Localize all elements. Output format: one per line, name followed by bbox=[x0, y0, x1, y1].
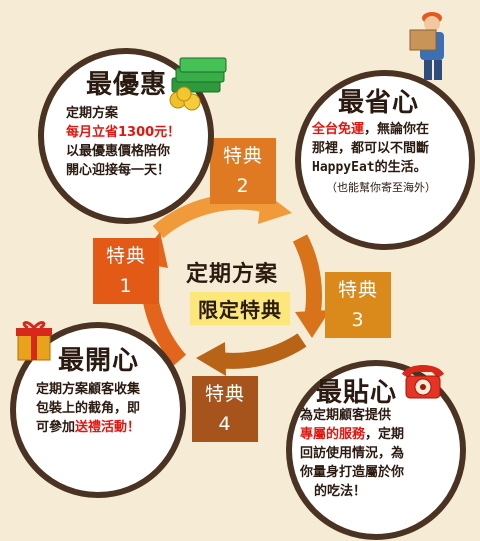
arrow-head-4 bbox=[196, 342, 226, 376]
perk-number: 4 bbox=[218, 413, 232, 435]
happiest-title: 最開心 bbox=[58, 346, 140, 376]
happiest-line3: 可參加送禮活動！ bbox=[36, 418, 140, 437]
best-deal-line3: 以最優惠價格陪你 bbox=[66, 144, 171, 159]
perk-label: 特典 bbox=[105, 245, 146, 267]
arrow-head-3 bbox=[295, 310, 330, 338]
closest-line4: 你量身打造屬於你 bbox=[300, 465, 405, 480]
perk-tag-2: 特典 2 bbox=[210, 138, 276, 204]
best-deal-line2: 每月立省1300元！ bbox=[66, 125, 181, 140]
perk-number: 2 bbox=[236, 175, 250, 197]
closest-line3: 回訪使用情況，為 bbox=[300, 446, 405, 461]
exclusive-service-highlight: 專屬的服務 bbox=[300, 427, 366, 442]
best-deal-line4: 開心迎接每一天！ bbox=[66, 163, 171, 178]
perk-tag-1: 特典 1 bbox=[93, 238, 159, 304]
arrow-arc-3 bbox=[292, 234, 322, 320]
save-effort-line2: 那裡，都可以不間斷 bbox=[312, 141, 430, 156]
save-effort-line1-rest: ，無論你在 bbox=[364, 122, 430, 137]
money-stack-icon bbox=[169, 57, 227, 111]
center-subtitle: 限定特典 bbox=[190, 292, 290, 325]
save-effort-card bbox=[295, 70, 475, 250]
delivery-man-icon bbox=[409, 12, 444, 80]
happiest-line2: 包裝上的截角，即 bbox=[36, 401, 141, 416]
free-shipping-highlight: 全台免運 bbox=[312, 122, 365, 137]
best-deal-title: 最優惠 bbox=[86, 70, 168, 100]
perk-tag-4: 特典 4 bbox=[192, 376, 258, 442]
perk-label: 特典 bbox=[337, 279, 378, 301]
save-effort-line1: 全台免運，無論你在 bbox=[312, 120, 429, 139]
save-effort-line3: HappyEat的生活。 bbox=[312, 160, 427, 175]
gift-box-icon bbox=[16, 321, 52, 361]
closest-line5: 的吃法！ bbox=[314, 484, 367, 499]
center-title: 定期方案 bbox=[186, 262, 279, 287]
closest-line2: 專屬的服務，定期 bbox=[300, 425, 404, 444]
arrow-arc-4 bbox=[217, 333, 307, 369]
perk-number: 3 bbox=[351, 309, 365, 331]
closest-title: 最貼心 bbox=[316, 378, 398, 408]
save-effort-line4: （也能幫你寄至海外） bbox=[326, 181, 436, 194]
perk-label: 特典 bbox=[222, 145, 263, 167]
happiest-line1: 定期方案顧客收集 bbox=[36, 382, 141, 397]
closest-line1: 為定期顧客提供 bbox=[300, 408, 392, 423]
happiest-line3-pre: 可參加 bbox=[36, 420, 76, 435]
telephone-icon bbox=[402, 365, 444, 399]
best-deal-line1: 定期方案 bbox=[66, 106, 119, 121]
perk-number: 1 bbox=[119, 275, 133, 297]
closest-line2-rest: ，定期 bbox=[365, 427, 405, 442]
save-effort-title: 最省心 bbox=[338, 88, 420, 118]
perk-tag-3: 特典 3 bbox=[325, 272, 391, 338]
perk-label: 特典 bbox=[204, 383, 245, 405]
gift-event-highlight: 送禮活動！ bbox=[75, 420, 141, 435]
